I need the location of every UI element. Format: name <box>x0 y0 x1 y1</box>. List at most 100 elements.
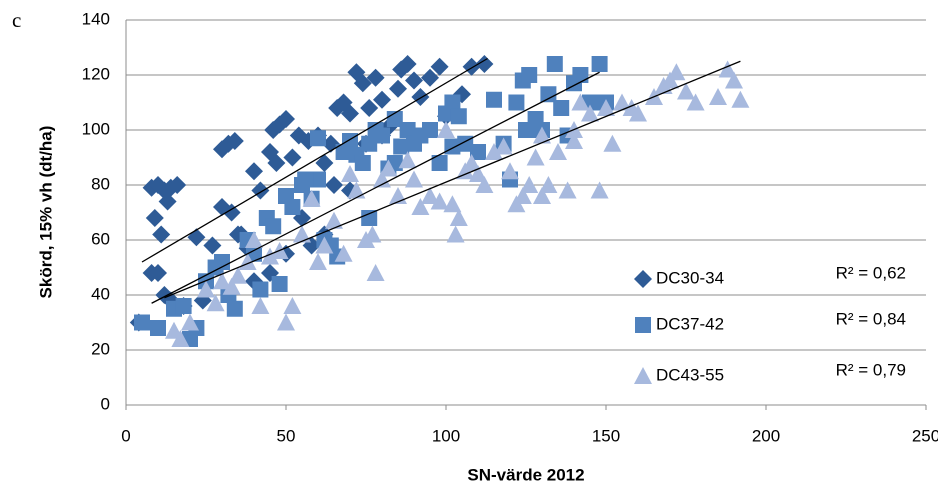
triangle-point <box>603 134 622 152</box>
triangle-point <box>430 192 449 210</box>
triangle-point <box>718 60 737 78</box>
y-tick-label: 0 <box>101 394 110 413</box>
trendline <box>164 60 741 299</box>
triangle-point <box>485 143 503 160</box>
square-point <box>265 218 282 235</box>
triangle-point <box>197 280 215 298</box>
y-tick-label: 60 <box>91 229 110 248</box>
square-point <box>572 67 589 83</box>
diamond-point <box>158 192 177 211</box>
y-tick-label: 100 <box>82 119 110 138</box>
triangle-point <box>629 104 647 122</box>
diamond-point <box>149 264 167 282</box>
legend-label: DC30-34 <box>656 268 724 287</box>
diamond-point <box>398 55 417 73</box>
square-point <box>374 127 390 144</box>
triangle-point <box>283 297 302 314</box>
square-point <box>399 122 416 138</box>
diamond-point <box>366 68 385 87</box>
triangle-point <box>171 330 190 347</box>
diamond-point <box>168 176 187 194</box>
r-squared: R² = 0,62 <box>836 263 906 282</box>
triangle-point <box>315 236 334 254</box>
triangle-point <box>533 187 551 204</box>
legend-label: DC37-42 <box>656 314 724 333</box>
triangle-point <box>277 313 295 331</box>
square-point <box>393 138 410 155</box>
triangle-point <box>533 126 551 144</box>
triangle-point <box>229 266 247 284</box>
legend-label: DC43-55 <box>656 365 724 384</box>
diamond-point <box>405 71 423 90</box>
square-point <box>422 122 438 138</box>
square-point <box>310 171 326 188</box>
x-tick-label: 100 <box>432 426 460 445</box>
square-point <box>521 67 538 83</box>
diamond-point <box>315 154 334 172</box>
triangle-point <box>449 209 468 226</box>
diamond-point <box>225 132 244 150</box>
triangle-point <box>549 143 567 160</box>
triangle-point <box>379 159 398 177</box>
y-tick-label: 120 <box>82 64 110 83</box>
square-point <box>508 94 525 111</box>
square-point <box>450 108 467 125</box>
diamond-point <box>222 203 241 222</box>
triangle-point <box>334 244 353 262</box>
triangle-point <box>309 253 327 270</box>
square-point <box>354 155 371 171</box>
triangle-point <box>251 297 270 314</box>
square-point <box>252 281 269 298</box>
diamond-point <box>203 236 222 255</box>
triangle-point <box>325 211 343 229</box>
x-tick-label: 200 <box>752 426 780 445</box>
diamond-point <box>360 99 379 117</box>
triangle-point <box>613 93 631 111</box>
square-point <box>342 133 358 149</box>
triangle-point <box>501 162 519 180</box>
diamond-point <box>251 181 270 200</box>
r-squared: R² = 0,79 <box>836 360 906 379</box>
triangle-point <box>405 170 423 188</box>
square-point <box>134 314 150 331</box>
triangle-point <box>261 247 279 265</box>
triangle-point <box>590 181 609 199</box>
triangle-point <box>363 225 382 243</box>
triangle-point <box>565 132 583 149</box>
triangle-point <box>347 181 366 199</box>
y-axis-title: Skörd, 15% vh (dt/ha) <box>36 126 55 299</box>
square-point <box>546 56 563 72</box>
triangle-point <box>725 71 743 89</box>
triangle-point <box>245 231 263 248</box>
diamond-point <box>389 79 407 98</box>
panel-label: c <box>12 8 21 32</box>
triangle-point <box>181 313 199 331</box>
triangle-point <box>469 165 487 182</box>
triangle-point <box>731 90 750 108</box>
triangle-point <box>462 154 481 171</box>
diamond-point <box>187 228 206 247</box>
x-tick-label: 50 <box>277 426 296 445</box>
triangle-point <box>520 176 539 193</box>
triangle-point <box>571 93 590 111</box>
diamond-point <box>277 110 295 128</box>
legend-marker <box>635 317 651 333</box>
square-point <box>175 298 192 314</box>
y-tick-label: 140 <box>82 9 110 28</box>
triangle-point <box>597 99 615 116</box>
triangle-point <box>206 294 225 312</box>
triangle-point <box>373 170 391 188</box>
square-point <box>297 171 314 188</box>
triangle-point <box>709 88 727 105</box>
diamond-point <box>152 225 171 244</box>
y-tick-label: 80 <box>91 174 110 193</box>
triangle-point <box>443 195 462 213</box>
triangle-point <box>398 151 417 169</box>
x-tick-label: 250 <box>912 426 938 445</box>
square-point <box>470 144 486 160</box>
square-point <box>486 91 502 108</box>
triangle-point <box>558 181 577 199</box>
triangle-point <box>667 63 686 81</box>
square-point <box>214 254 230 270</box>
